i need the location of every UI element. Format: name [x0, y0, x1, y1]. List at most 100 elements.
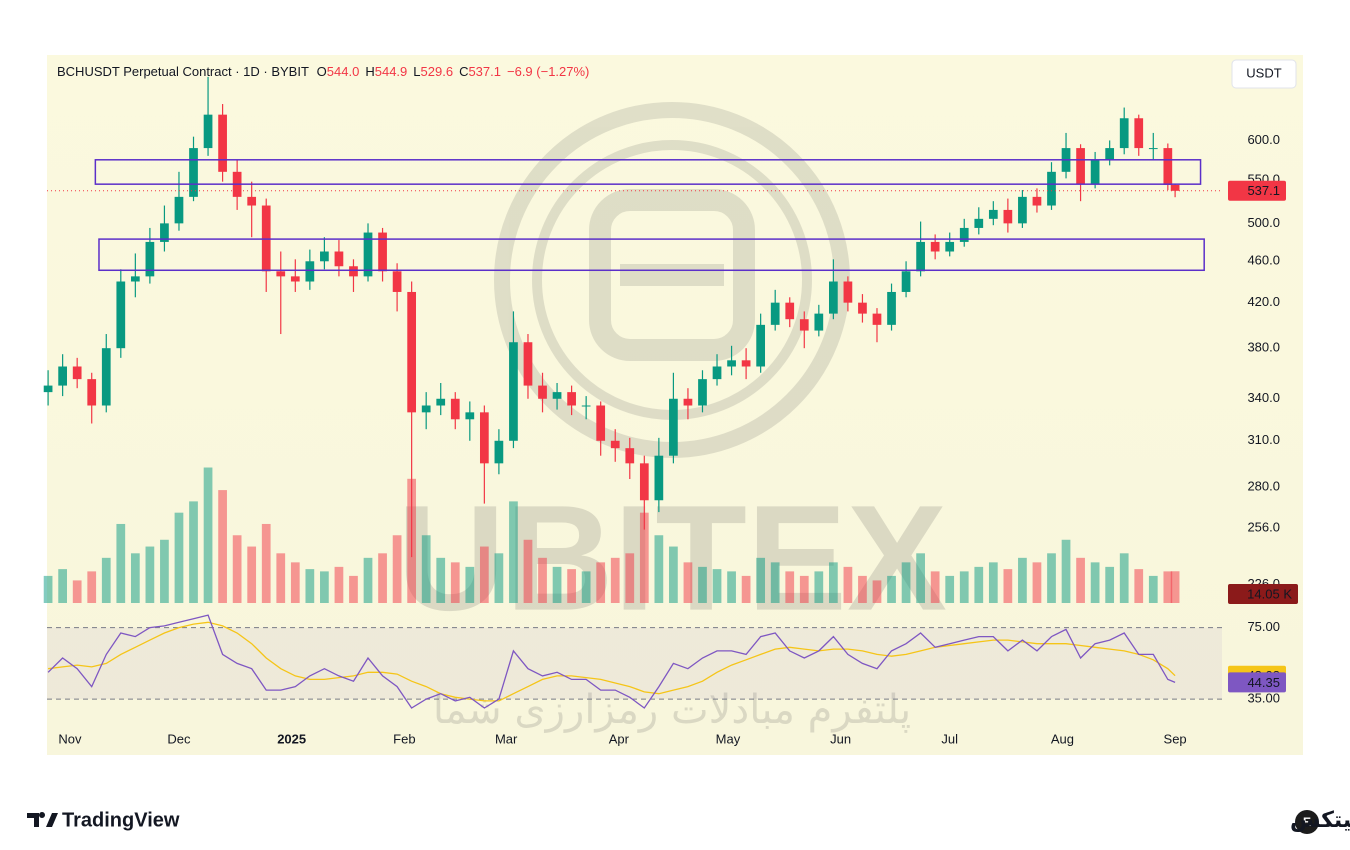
volume-bar [654, 535, 664, 603]
candle-body [727, 360, 736, 367]
volume-bar [988, 562, 998, 603]
volume-tag-bg [1228, 584, 1298, 604]
volume-bar [916, 553, 925, 603]
x-tick-label: Nov [58, 731, 82, 746]
volume-bar [450, 562, 460, 603]
volume-bar [829, 562, 838, 603]
volume-bar [843, 566, 853, 603]
candle-body [683, 398, 693, 406]
candle-body [858, 302, 867, 314]
candle-body [1090, 159, 1100, 185]
candle-body [538, 385, 547, 399]
volume-bar [1170, 571, 1180, 603]
volume-bar [1163, 571, 1173, 603]
ohlc-value: 544.9 [375, 64, 408, 79]
candle-body [610, 440, 620, 449]
volume-bar [930, 571, 940, 603]
x-tick-label: 2025 [277, 731, 306, 746]
y-tick-label: 420.0 [1247, 294, 1280, 309]
volume-bar [669, 546, 678, 603]
candle-body [334, 251, 344, 267]
candle-body [450, 398, 460, 420]
candle-body [145, 241, 155, 277]
change: −6.9 (−1.27%) [507, 64, 589, 79]
y-tick-label: 600.0 [1247, 132, 1280, 147]
candle-body [567, 392, 576, 406]
candle-body [523, 342, 533, 386]
candle-body [43, 385, 53, 393]
candle-body [741, 360, 751, 367]
currency-button-label[interactable]: USDT [1246, 65, 1281, 80]
volume-bar [378, 553, 387, 603]
x-tick-label: Sep [1164, 731, 1187, 746]
volume-bar [567, 569, 576, 603]
svg-text:E: E [1303, 815, 1311, 829]
candle-body [72, 366, 82, 380]
candle-body [1119, 118, 1129, 149]
ohlc-label: H [365, 64, 374, 79]
candle-body [887, 291, 896, 325]
candle-body [901, 271, 911, 292]
candle-body [116, 281, 126, 349]
volume-bar [494, 553, 504, 603]
volume-bar [858, 575, 867, 603]
volume-bar [160, 539, 169, 603]
candle-body [320, 251, 329, 262]
volume-bar [479, 546, 489, 603]
volume-bar [392, 535, 402, 603]
chart-legend: BCHUSDT Perpetual Contract · 1D · BYBIT O… [57, 64, 589, 79]
plot-layer: 600.0550.0500.0460.0420.0380.0340.0310.0… [43, 76, 1298, 746]
candle-body [130, 276, 140, 282]
volume-bar [901, 562, 911, 603]
volume-bar [1105, 566, 1115, 603]
candle-body [1105, 148, 1115, 160]
candle-body [392, 271, 402, 292]
x-tick-label: Feb [393, 731, 415, 746]
candle-body [160, 223, 169, 242]
candle-body [799, 319, 809, 331]
candle-body [1163, 148, 1173, 186]
currency-button[interactable] [1231, 59, 1297, 89]
ohlc-label: O [317, 64, 327, 79]
y-tick-label: 310.0 [1247, 432, 1280, 447]
candle-body [174, 196, 184, 224]
brand-name: یوبیتکس [1290, 808, 1350, 833]
volume-bar [334, 566, 344, 603]
volume-bar [727, 571, 736, 603]
volume-bar [189, 501, 198, 603]
candle-body [305, 261, 315, 282]
volume-bar [683, 562, 693, 603]
rsi-tick-label: 75.00 [1247, 619, 1280, 634]
volume-bar [785, 571, 795, 603]
volume-bar [218, 490, 227, 603]
volume-bar [1018, 557, 1027, 603]
volume-bar [1061, 539, 1071, 603]
x-tick-label: Jun [830, 731, 851, 746]
platform-name: TradingView [62, 809, 180, 831]
candle-body [756, 324, 766, 367]
candle-body [203, 114, 213, 149]
volume-bar [203, 467, 213, 603]
volume-bar [290, 562, 300, 603]
y-tick-label: 256.0 [1247, 519, 1280, 534]
volume-bar [145, 546, 155, 603]
volume-bar [130, 553, 140, 603]
x-tick-label: Jul [941, 731, 958, 746]
volume-bar [1090, 562, 1100, 603]
candle-body [58, 366, 67, 386]
candle-body [1134, 118, 1144, 149]
volume-bar [116, 523, 126, 603]
candle-body [378, 232, 387, 272]
candle-body [814, 313, 824, 331]
volume-bar [1003, 569, 1013, 603]
volume-bar [1032, 562, 1042, 603]
candle-body [494, 440, 504, 464]
candle-body [829, 281, 838, 314]
ohlc-value: 537.1 [468, 64, 501, 79]
volume-bar [72, 580, 82, 603]
candle-body [770, 302, 780, 325]
candle-body [959, 227, 969, 242]
candle-body [87, 379, 97, 406]
volume-bar [1047, 553, 1056, 603]
